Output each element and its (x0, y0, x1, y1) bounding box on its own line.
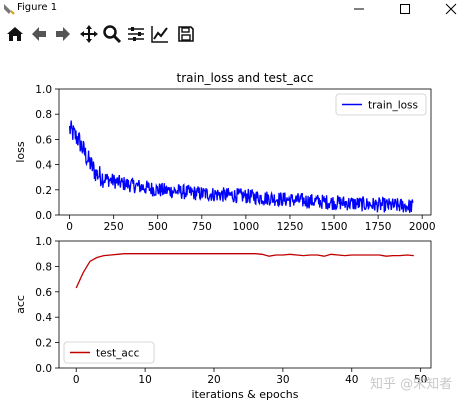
legend-box (63, 341, 155, 364)
x-tick-label: 0 (73, 374, 80, 386)
x-tick-label: 1250 (277, 221, 304, 233)
window-title: Figure 1 (17, 2, 58, 13)
y-tick-label: 0.0 (35, 210, 52, 222)
x-tick-label: 1750 (365, 221, 392, 233)
forward-arrow-icon (56, 27, 70, 41)
y-axis-label: acc (14, 295, 27, 314)
axes-frame (58, 88, 432, 216)
x-tick-label: 30 (276, 374, 289, 386)
y-tick-label: 0.2 (35, 185, 52, 197)
x-tick-label: 50 (414, 374, 427, 386)
y-axis-label: loss (14, 141, 27, 163)
zoom-icon (103, 25, 122, 44)
figure-app-icon (4, 4, 15, 15)
x-tick-label: 1000 (233, 221, 260, 233)
y-tick-label: 0.0 (35, 363, 52, 375)
x-tick-label: 500 (148, 221, 168, 233)
x-tick-label: 10 (138, 374, 151, 386)
y-tick-label: 1.0 (35, 236, 52, 248)
x-tick-label: 0 (66, 221, 73, 233)
watermark-text: 知乎 @宋知者 (370, 377, 453, 392)
x-tick-label: 250 (104, 221, 124, 233)
y-tick-label: 0.4 (35, 160, 52, 172)
x-tick-label: 2000 (409, 221, 436, 233)
x-tick-label: 40 (345, 374, 358, 386)
series-line-train-loss (68, 120, 414, 213)
minimize-button[interactable] (336, 0, 382, 18)
maximize-icon (400, 4, 410, 14)
series-line-test-acc (75, 253, 414, 289)
pan-icon (80, 25, 98, 43)
axes-frame (58, 240, 432, 369)
back-button[interactable] (28, 23, 50, 45)
legend-box (335, 93, 427, 116)
figure-canvas[interactable]: train_loss and test_acc 0 250 500 750 1000 125… (0, 52, 474, 405)
save-button[interactable] (175, 23, 197, 45)
y-tick-label: 0.6 (35, 287, 52, 299)
edit-axes-button[interactable] (149, 23, 171, 45)
y-tick-label: 0.6 (35, 134, 52, 146)
x-tick-label: 1500 (321, 221, 348, 233)
minimize-icon (354, 8, 364, 10)
edit-axes-icon (151, 26, 168, 43)
configure-subplots-button[interactable] (125, 23, 147, 45)
subplots-config-icon (128, 27, 144, 41)
y-tick-label: 0.4 (35, 312, 52, 324)
legend-label: train_loss (368, 100, 418, 112)
x-tick-label: 750 (192, 221, 212, 233)
y-tick-label: 0.2 (35, 338, 52, 350)
back-arrow-icon (32, 27, 46, 41)
close-icon (445, 3, 457, 15)
legend-label: test_acc (96, 348, 140, 360)
zoom-button[interactable] (101, 23, 123, 45)
y-tick-label: 1.0 (35, 84, 52, 96)
chart-title: train_loss and test_acc (177, 71, 314, 85)
forward-button[interactable] (52, 23, 74, 45)
y-tick-label: 0.8 (35, 261, 52, 273)
y-tick-label: 0.8 (35, 109, 52, 121)
close-button[interactable] (428, 0, 474, 18)
window-titlebar: Figure 1 (0, 0, 474, 18)
home-icon (7, 27, 23, 41)
x-axis-label: iterations & epochs (191, 388, 298, 401)
maximize-button[interactable] (382, 0, 428, 18)
navigation-toolbar (0, 18, 474, 52)
pan-button[interactable] (78, 23, 100, 45)
home-button[interactable] (4, 23, 26, 45)
x-tick-label: 20 (207, 374, 220, 386)
save-icon (178, 26, 194, 42)
